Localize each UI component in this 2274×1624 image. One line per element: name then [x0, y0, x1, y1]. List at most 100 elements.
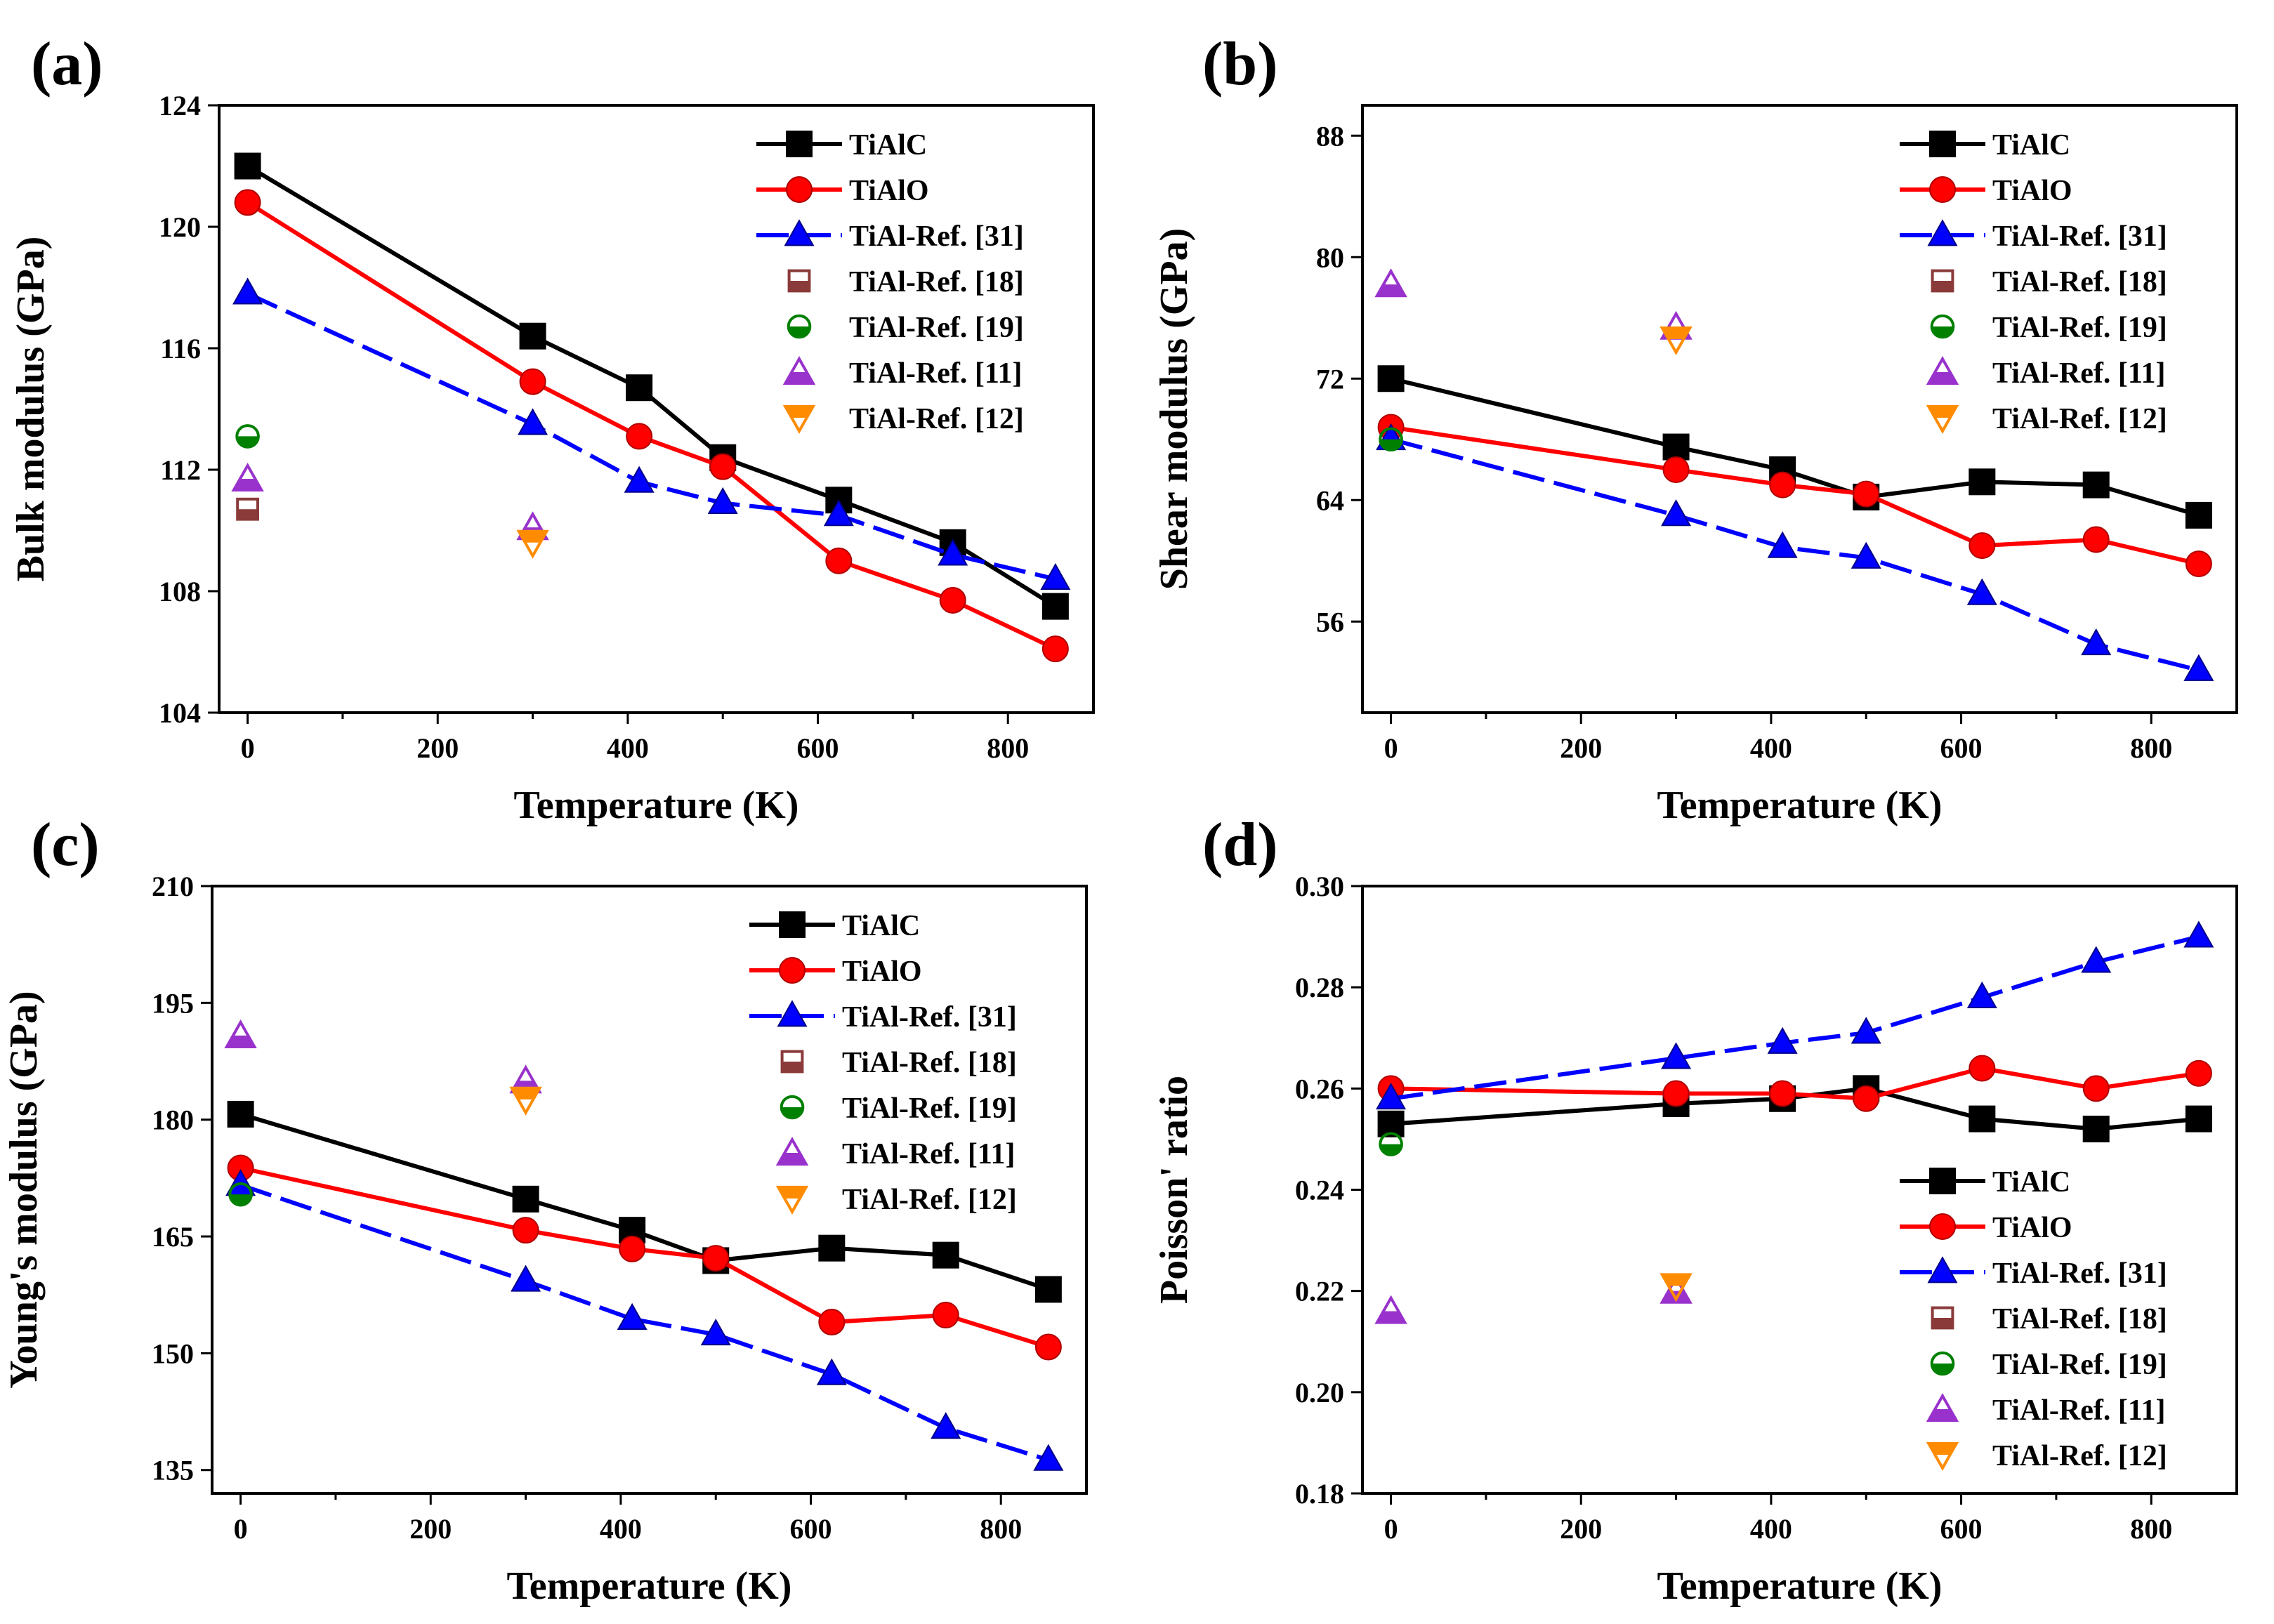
- panel-c-xtick-label: 0: [234, 1513, 248, 1545]
- panel-b-legend-marker: [1929, 131, 1956, 157]
- panel-b: (b) 0 200 400 600 800 56 64 72 80 88 Temperature (K…: [1152, 30, 2238, 827]
- panel-c-point-tial-ref-11: [224, 1019, 257, 1048]
- panel-b-point-tialo: [1769, 471, 1796, 499]
- panel-b-point-tial-ref-31: [1851, 541, 1881, 569]
- panel-a-xlabel: Temperature (K): [514, 784, 799, 827]
- panel-b-point-tial-ref-19: [1379, 427, 1403, 452]
- panel-b-legend-marker: [1931, 269, 1954, 293]
- panel-b-ytick-label: 56: [1316, 606, 1344, 638]
- panel-b-ytick-label: 88: [1316, 120, 1344, 152]
- panel-c-point-tial-ref-31: [816, 1358, 847, 1385]
- panel-d: (d) 0 200 400 600 800 0.18 0.20 0.22 0.24 0.26 0.28…: [1152, 811, 2238, 1608]
- panel-d-series-tial-ref-11: [1374, 1274, 1693, 1324]
- panel-d-point-tial-ref-31: [1966, 981, 1997, 1008]
- panel-c: (c) 0 200 400 600 800 135 150 165 180 195 210 Temper…: [2, 811, 1088, 1608]
- panel-c-point-tialc: [818, 1234, 846, 1262]
- panel-b-frame: [1361, 104, 2238, 714]
- panel-a-point-tialc: [234, 152, 261, 180]
- panel-b-point-tial-ref-31: [1767, 531, 1798, 558]
- panel-d-xtick-label: 600: [1940, 1513, 1983, 1545]
- panel-d-legend-marker: [1927, 1256, 1958, 1283]
- panel-b-point-tialc: [1662, 433, 1690, 461]
- panel-c-legend-marker: [775, 1185, 809, 1215]
- panel-b-point-tialc: [2185, 501, 2212, 529]
- panel-d-point-tialo: [2082, 1075, 2110, 1102]
- panel-c-legend-marker: [779, 911, 806, 938]
- panel-d-ytick-label: 0.30: [1295, 871, 1344, 902]
- panel-b-legend: TiAlC TiAlO TiAl-Ref. [31] TiAl-Ref. [18] Ti…: [1900, 129, 2167, 435]
- panel-a-series-tial-ref-31: [232, 277, 1071, 590]
- panel-a-xtick-label: 0: [241, 732, 255, 764]
- panel-c-ylabel: Young's modulus (GPa): [2, 991, 46, 1388]
- panel-a-point-tial-ref-31: [518, 408, 548, 435]
- panel-a-point-tial-ref-31: [232, 277, 263, 305]
- panel-b-point-tial-ref-31: [1661, 499, 1692, 527]
- panel-c-point-tialo: [619, 1235, 646, 1262]
- panel-c-point-tialo: [1034, 1333, 1062, 1361]
- panel-a-xtick-label: 600: [797, 732, 839, 764]
- panel-d-legend-label: TiAl-Ref. [19]: [1992, 1349, 2167, 1381]
- panel-a-series-tial-ref-19: [235, 424, 260, 449]
- panel-b-ytick-label: 80: [1316, 242, 1344, 273]
- panel-b-point-tialo: [1969, 532, 1996, 560]
- panel-d-series-tial-ref-31: [1376, 920, 2214, 1110]
- panel-b-point-tialo: [1662, 456, 1690, 483]
- panel-a-letter: (a): [31, 30, 103, 98]
- panel-d-legend-label: TiAl-Ref. [18]: [1992, 1303, 2167, 1335]
- panel-c-series-tial-ref-19: [228, 1182, 253, 1207]
- panel-d-line-tial-ref-31: [1391, 935, 2200, 1101]
- panel-d-legend-marker: [1929, 1213, 1956, 1240]
- panel-b-point-tial-ref-11: [1374, 268, 1407, 298]
- panel-c-ytick-label: 195: [152, 987, 194, 1019]
- panel-c-point-tial-ref-31: [700, 1319, 731, 1346]
- panel-c-point-tial-ref-31: [617, 1302, 648, 1330]
- panel-d-legend-label: TiAlO: [1992, 1212, 2072, 1244]
- panel-b-series-tial-ref-12: [1660, 326, 1693, 355]
- panel-c-series-tial-ref-11: [224, 1019, 542, 1094]
- panel-c-point-tialo: [818, 1309, 846, 1336]
- panel-c-series-tial-ref-12: [509, 1086, 542, 1116]
- panel-b-point-tialo: [2185, 550, 2212, 578]
- panel-d-legend-marker: [1931, 1306, 1954, 1330]
- panel-d-ytick-label: 0.18: [1295, 1478, 1344, 1510]
- panel-c-legend-label: TiAl-Ref. [12]: [842, 1184, 1017, 1216]
- panel-b-legend-label: TiAl-Ref. [19]: [1992, 312, 2167, 344]
- panel-d-point-tial-ref-31: [1376, 1083, 1407, 1110]
- panel-d-legend-marker: [1929, 1168, 1956, 1194]
- panel-a-ytick-label: 120: [159, 211, 201, 243]
- panel-d-point-tialo: [2185, 1059, 2212, 1087]
- panel-d-ytick-label: 0.28: [1295, 972, 1344, 1003]
- panel-d-xtick-label: 0: [1384, 1513, 1398, 1545]
- panel-a-legend-label: TiAl-Ref. [19]: [849, 312, 1024, 344]
- panel-c-point-tialc: [512, 1185, 539, 1213]
- panel-d-series-tial-ref-12: [1660, 1273, 1693, 1302]
- panel-d-point-tial-ref-11: [1374, 1295, 1407, 1324]
- panel-c-point-tialc: [932, 1241, 959, 1269]
- panel-c-letter: (c): [31, 811, 100, 879]
- panel-a-xtick-label: 200: [416, 732, 459, 764]
- panel-d-point-tialo: [1662, 1080, 1690, 1107]
- panel-b-ytick-label: 64: [1316, 484, 1344, 516]
- panel-c-ytick-label: 135: [152, 1455, 194, 1486]
- panel-a-point-tial-ref-12: [516, 529, 549, 559]
- panel-a-legend-label: TiAlC: [849, 129, 927, 161]
- panel-c-point-tial-ref-19: [228, 1182, 253, 1207]
- panel-a-point-tialc: [1041, 593, 1069, 620]
- panel-c-xlabel: Temperature (K): [507, 1564, 792, 1608]
- panel-c-point-tialo: [932, 1302, 959, 1329]
- panel-a-legend-marker: [782, 356, 816, 385]
- panel-d-point-tial-ref-31: [1851, 1017, 1881, 1044]
- panel-d-point-tialc: [2185, 1105, 2212, 1133]
- panel-d-series-tialo: [1377, 1055, 2212, 1112]
- panel-a-legend-marker: [784, 219, 815, 246]
- panel-b-ytick-label: 72: [1316, 363, 1344, 395]
- panel-b-point-tialc: [1969, 468, 1996, 496]
- panel-a-point-tial-ref-31: [1040, 562, 1071, 590]
- panel-a-ytick-label: 104: [159, 697, 201, 729]
- panel-c-point-tialo: [512, 1217, 539, 1244]
- panel-c-legend-label: TiAl-Ref. [18]: [842, 1047, 1017, 1079]
- panel-b-point-tialo: [2082, 526, 2110, 553]
- panel-d-point-tial-ref-31: [1767, 1026, 1798, 1054]
- panel-c-legend-marker: [779, 957, 806, 984]
